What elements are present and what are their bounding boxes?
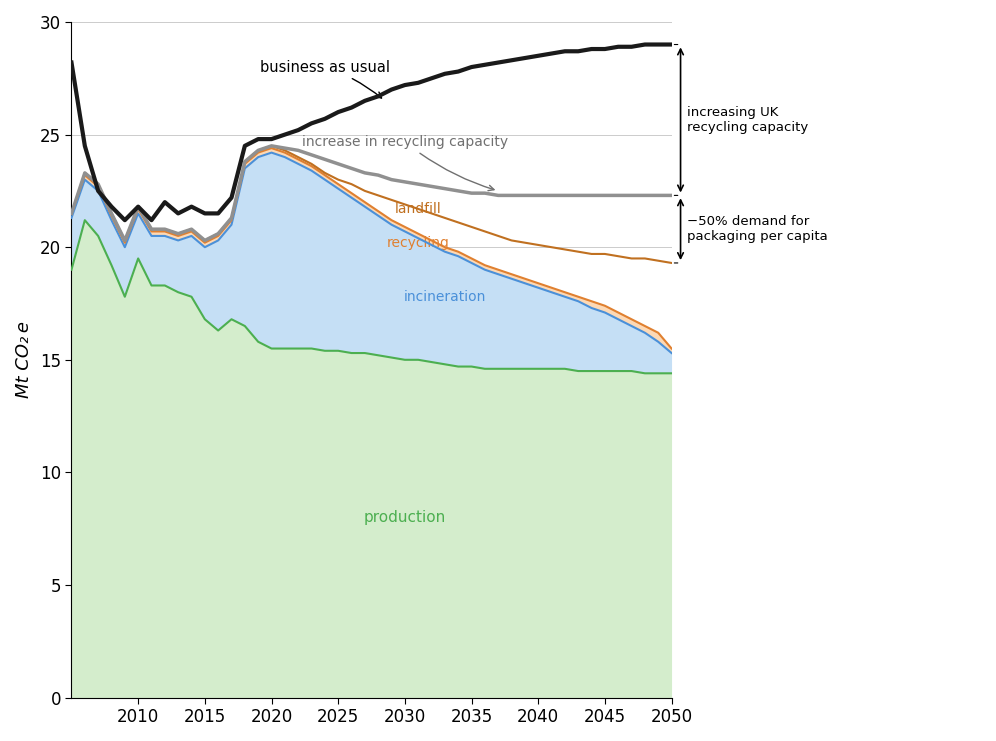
Y-axis label: Mt CO₂ e: Mt CO₂ e bbox=[15, 322, 33, 399]
Text: recycling: recycling bbox=[386, 236, 449, 250]
Text: −50% demand for
packaging per capita: −50% demand for packaging per capita bbox=[686, 215, 828, 243]
Text: increasing UK
recycling capacity: increasing UK recycling capacity bbox=[686, 106, 808, 134]
Text: increase in recycling capacity: increase in recycling capacity bbox=[302, 135, 508, 190]
Text: incineration: incineration bbox=[403, 290, 486, 304]
Text: landfill: landfill bbox=[394, 202, 441, 216]
Text: business as usual: business as usual bbox=[260, 59, 389, 98]
Text: production: production bbox=[364, 510, 446, 525]
